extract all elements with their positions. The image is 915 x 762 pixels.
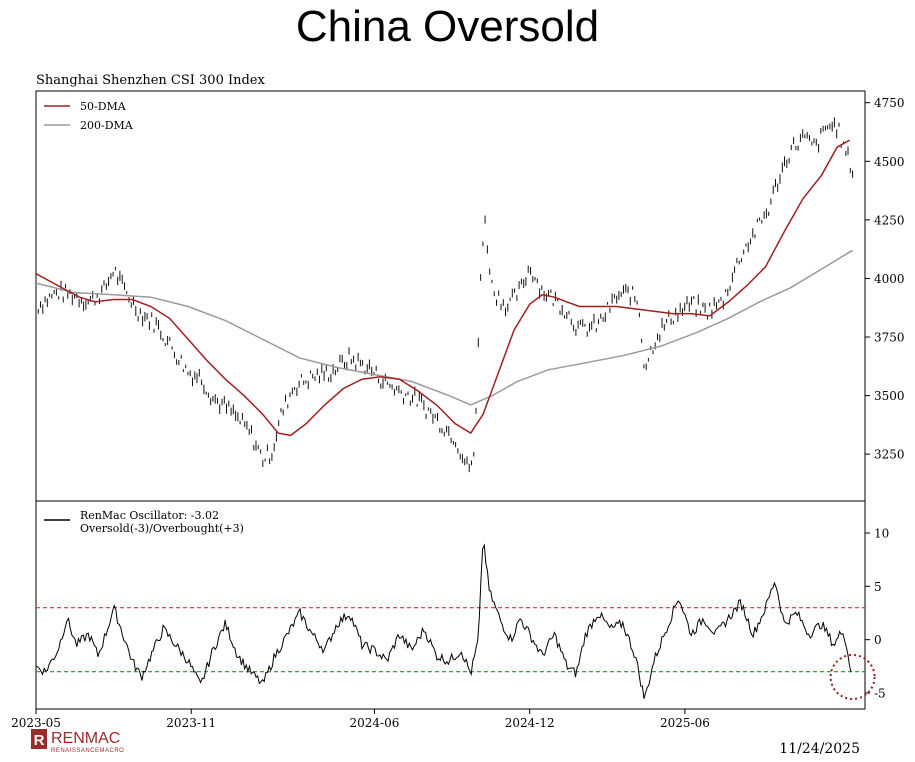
price-chart-title: Shanghai Shenzhen CSI 300 Index bbox=[36, 73, 265, 88]
date-x-tick-label: 2023-11 bbox=[166, 716, 216, 730]
date-x-axis: 2023-05 2023-11 2024-06 2024-12 2025-06 bbox=[11, 709, 710, 730]
price-y-tick-label: 3250 bbox=[874, 448, 905, 462]
oscillator-line bbox=[36, 543, 852, 699]
page-title: China Oversold bbox=[295, 2, 600, 51]
date-x-tick-label: 2024-12 bbox=[505, 716, 555, 730]
price-panel-frame bbox=[35, 90, 866, 502]
price-y-tick-label: 4000 bbox=[874, 272, 905, 286]
renmac-logo: R RENMAC RENAISSANCEMACRO bbox=[31, 729, 124, 754]
date-x-tick-label: 2023-05 bbox=[11, 716, 61, 730]
logo-name: RENMAC bbox=[51, 730, 120, 747]
price-y-axis: 3250 3500 3750 4000 4250 4500 4750 bbox=[865, 96, 905, 462]
oscillator-y-tick-label: -5 bbox=[874, 687, 886, 701]
price-y-tick-label: 4750 bbox=[874, 96, 905, 110]
oscillator-y-tick-label: 0 bbox=[874, 633, 882, 647]
price-y-tick-label: 4500 bbox=[874, 155, 905, 169]
logo-tagline: RENAISSANCEMACRO bbox=[51, 748, 124, 754]
oscillator-y-tick-label: 5 bbox=[874, 580, 882, 594]
date-x-tick-label: 2025-06 bbox=[660, 716, 710, 730]
price-legend-label: 200-DMA bbox=[80, 119, 134, 132]
logo-mark-letter: R bbox=[34, 732, 45, 749]
dma50-line bbox=[36, 139, 850, 437]
price-y-tick-label: 4250 bbox=[874, 213, 905, 227]
oscillator-legend-label: RenMac Oscillator: -3.02 bbox=[80, 509, 219, 522]
oscillator-legend-label: Oversold(-3)/Overbought(+3) bbox=[80, 522, 244, 535]
oscillator-y-axis: -5 0 5 10 bbox=[865, 527, 889, 701]
oscillator-panel-frame bbox=[35, 500, 866, 710]
price-legend: 50-DMA 200-DMA bbox=[44, 100, 134, 132]
oscillator-legend: RenMac Oscillator: -3.02Oversold(-3)/Ove… bbox=[44, 509, 244, 535]
logo-mark-box bbox=[31, 729, 47, 749]
price-legend-label: 50-DMA bbox=[80, 100, 127, 113]
dma200-line bbox=[36, 249, 853, 406]
oversold-highlight-circle bbox=[829, 654, 876, 700]
oscillator-plot-area bbox=[36, 543, 865, 699]
report-date: 11/24/2025 bbox=[779, 741, 860, 757]
oscillator-y-tick-label: 10 bbox=[874, 527, 889, 541]
price-plot-area bbox=[36, 117, 854, 473]
price-y-tick-label: 3500 bbox=[874, 389, 905, 403]
price-y-tick-label: 3750 bbox=[874, 331, 905, 345]
date-x-tick-label: 2024-06 bbox=[349, 716, 399, 730]
